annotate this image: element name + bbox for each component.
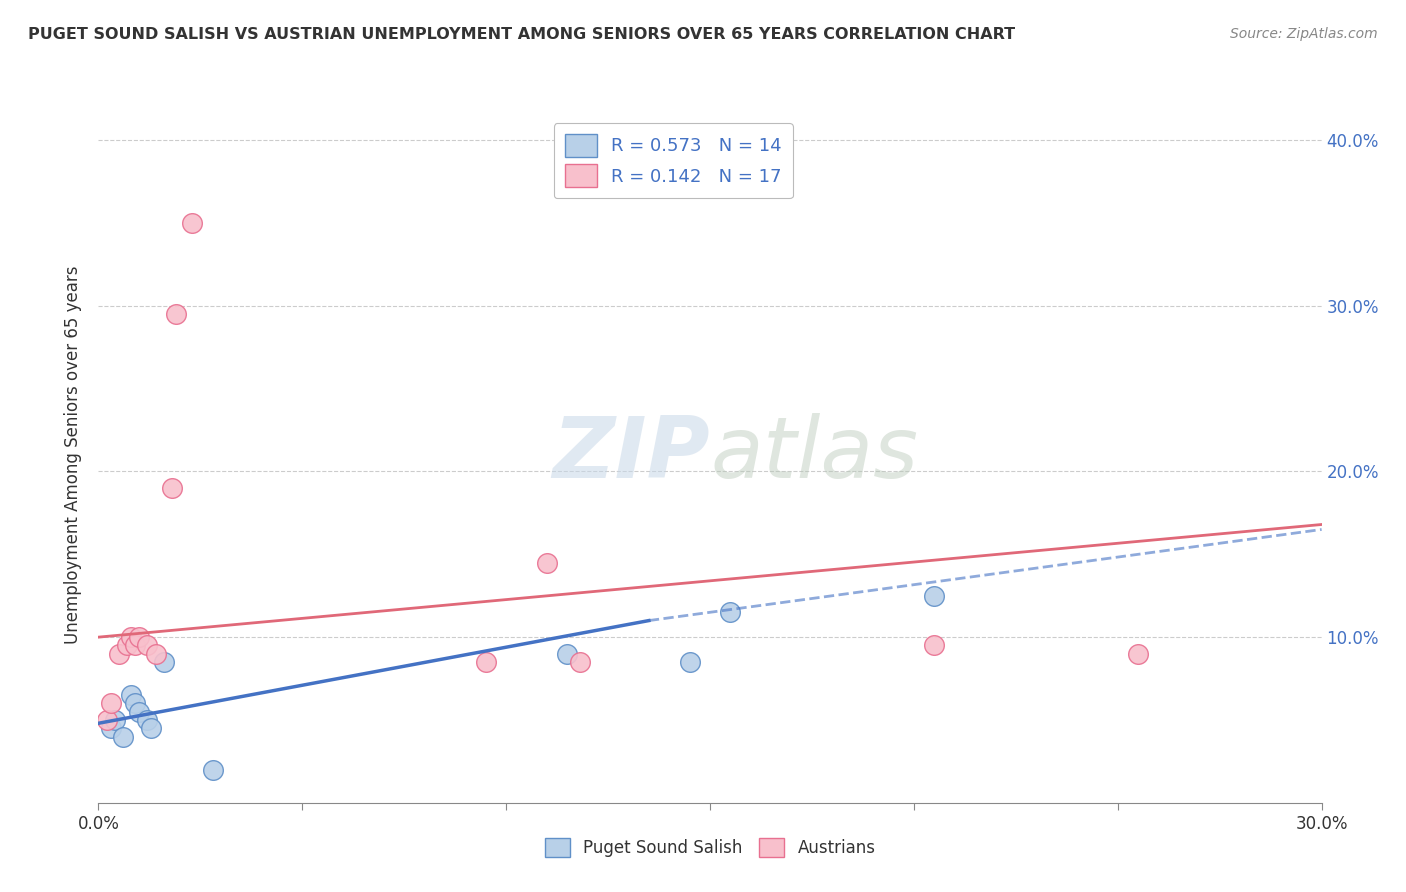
Point [141, 721, 163, 735]
Point [111, 730, 134, 744]
Point [128, 630, 150, 644]
Point [100, 697, 122, 711]
Point [128, 705, 150, 719]
Point [136, 639, 159, 653]
Point [108, 647, 131, 661]
Legend: Puget Sound Salish, Austrians: Puget Sound Salish, Austrians [538, 831, 882, 864]
Text: ZIP: ZIP [553, 413, 710, 497]
Text: PUGET SOUND SALISH VS AUSTRIAN UNEMPLOYMENT AMONG SENIORS OVER 65 YEARS CORRELAT: PUGET SOUND SALISH VS AUSTRIAN UNEMPLOYM… [28, 27, 1015, 42]
Point [100, 721, 122, 735]
Point [124, 697, 146, 711]
Point [120, 688, 142, 702]
Point [181, 216, 204, 230]
Point [136, 713, 159, 727]
Point [201, 763, 224, 777]
Point [922, 589, 945, 603]
Point [120, 630, 142, 644]
Text: atlas: atlas [710, 413, 918, 497]
Point [1128, 647, 1150, 661]
Point [679, 655, 702, 669]
Point [96, 713, 118, 727]
Point [115, 639, 138, 653]
Point [165, 307, 187, 321]
Point [104, 713, 127, 727]
Point [474, 655, 498, 669]
Point [152, 655, 174, 669]
Y-axis label: Unemployment Among Seniors over 65 years: Unemployment Among Seniors over 65 years [65, 266, 83, 644]
Point [536, 556, 558, 570]
Point [160, 481, 183, 495]
Point [568, 655, 591, 669]
Point [720, 605, 742, 619]
Point [124, 639, 146, 653]
Point [145, 647, 167, 661]
Text: Source: ZipAtlas.com: Source: ZipAtlas.com [1230, 27, 1378, 41]
Point [922, 639, 945, 653]
Point [557, 647, 579, 661]
